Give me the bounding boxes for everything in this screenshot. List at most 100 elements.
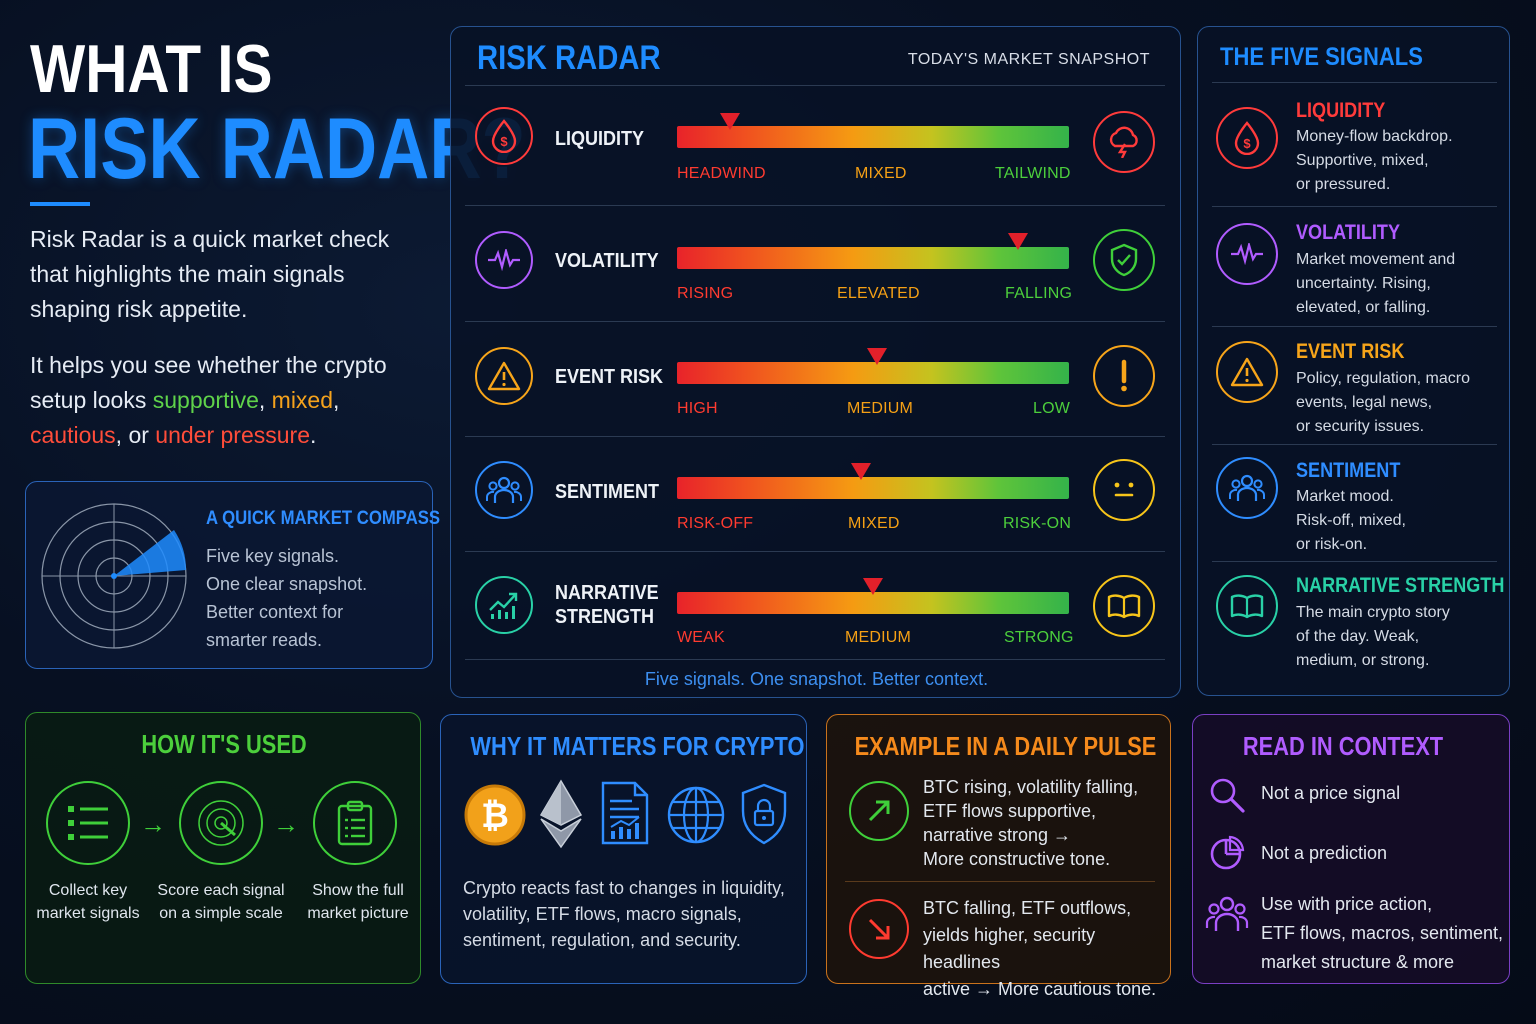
magnifier-icon (1210, 778, 1245, 813)
radar-target-icon (179, 781, 263, 865)
how-its-used-card: HOW IT'S USED → → Collect key market sig… (25, 712, 421, 984)
how-used-title: HOW IT'S USED (141, 729, 307, 759)
liquidity-marker (719, 113, 740, 130)
signal-desc-liquidity: Money-flow backdrop. Supportive, mixed, … (1296, 128, 1453, 193)
people-icon (1216, 457, 1278, 519)
shield-check-icon (1093, 229, 1155, 291)
row-label-narrative-strength: NARRATIVE STRENGTH (555, 582, 659, 628)
divider (845, 881, 1155, 882)
divider (465, 205, 1165, 206)
context-item-use-with: Use with price action, ETF flows, macros… (1261, 894, 1504, 972)
page-title-line1: WHAT IS (30, 31, 273, 107)
people-icon (1205, 896, 1249, 931)
sentiment-marker (851, 463, 872, 480)
radar-subtitle: TODAY'S MARKET SNAPSHOT (907, 51, 1150, 68)
arrow-right-icon: → (140, 809, 166, 839)
event-risk-gauge-bar (677, 362, 1069, 384)
divider (1212, 82, 1497, 83)
page-title-line2: RISK RADAR? (28, 101, 526, 197)
pulse-bearish-example: BTC falling, ETF outflows, yields higher… (923, 898, 1157, 999)
context-item-not-price-signal: Not a price signal (1261, 783, 1401, 803)
signal-name-sentiment: SENTIMENT (1296, 459, 1401, 482)
risk-radar-panel: RISK RADAR TODAY'S MARKET SNAPSHOT $ LIQ… (450, 26, 1181, 698)
why-it-matters-card: WHY IT MATTERS FOR CRYPTO ₿ Crypto react… (440, 714, 807, 984)
liquidity-right-label: TAILWIND (995, 165, 1071, 182)
quick-market-compass-card: A QUICK MARKET COMPASS Five key signals.… (25, 481, 440, 669)
pie-chart-icon (1210, 835, 1245, 870)
narrative-left-label: WEAK (677, 629, 725, 646)
event-risk-right-label: LOW (1033, 400, 1071, 417)
word-supportive: supportive (152, 387, 259, 413)
warning-triangle-icon (1216, 341, 1278, 403)
open-book-icon (1216, 575, 1278, 637)
volatility-left-label: RISING (677, 285, 734, 302)
row-label-volatility: VOLATILITY (555, 250, 659, 272)
row-label-event-risk: EVENT RISK (555, 366, 664, 388)
why-description: Crypto reacts fast to changes in liquidi… (463, 878, 785, 950)
word-mixed: mixed (271, 387, 334, 413)
neutral-face-icon (1093, 459, 1155, 521)
read-in-context-card: READ IN CONTEXT Not a price signal Not a… (1192, 714, 1510, 984)
svg-text:₿: ₿ (481, 796, 509, 836)
step-label-show: Show the full market picture (307, 882, 409, 922)
radar-sweep-icon (41, 503, 187, 649)
step-label-collect: Collect key market signals (36, 882, 140, 922)
globe-icon (667, 786, 725, 844)
signal-desc-event-risk: Policy, regulation, macro events, legal … (1296, 370, 1470, 435)
signal-desc-narrative-strength: The main crypto story of the day. Weak, … (1296, 604, 1450, 669)
divider (465, 551, 1165, 552)
word-under-pressure: under pressure (155, 422, 310, 448)
five-signals-panel: THE FIVE SIGNALS $ LIQUIDITY Money-flow … (1197, 26, 1510, 696)
signal-name-liquidity: LIQUIDITY (1296, 99, 1386, 122)
divider (465, 436, 1165, 437)
sentiment-gauge-bar (677, 477, 1069, 499)
dollar-drop-icon: $ (1216, 107, 1278, 169)
narrative-right-label: STRONG (1004, 629, 1074, 646)
volatility-right-label: FALLING (1005, 285, 1073, 302)
bitcoin-icon: ₿ (464, 784, 526, 846)
report-document-icon (601, 781, 649, 845)
volatility-gauge-bar (677, 247, 1069, 269)
signal-desc-volatility: Market movement and uncertainty. Rising,… (1296, 251, 1456, 316)
sentiment-right-label: RISK-ON (1003, 515, 1072, 532)
row-label-sentiment: SENTIMENT (555, 481, 660, 503)
radar-footer: Five signals. One snapshot. Better conte… (644, 669, 989, 689)
volatility-mid-label: ELEVATED (837, 285, 920, 302)
row-label-liquidity: LIQUIDITY (555, 128, 645, 150)
divider (1212, 561, 1497, 562)
event-risk-marker (866, 348, 887, 365)
narrative-marker (863, 578, 883, 595)
context-title: READ IN CONTEXT (1242, 731, 1444, 761)
five-signals-title: THE FIVE SIGNALS (1220, 43, 1423, 71)
event-risk-left-label: HIGH (677, 400, 718, 417)
open-book-icon (1093, 575, 1155, 637)
radar-title: RISK RADAR (477, 39, 661, 77)
divider (465, 85, 1165, 86)
people-icon (475, 461, 533, 519)
title-underline (30, 202, 90, 206)
event-risk-mid-label: MEDIUM (847, 400, 914, 417)
svg-text:$: $ (500, 134, 508, 149)
pulse-bullish-example: BTC rising, volatility falling, ETF flow… (923, 777, 1139, 869)
step-label-score: Score each signal on a simple scale (157, 882, 285, 922)
dollar-drop-icon: $ (475, 107, 533, 165)
volatility-marker (1008, 233, 1029, 250)
arrow-right-icon: → (273, 809, 299, 839)
checklist-icon (46, 781, 130, 865)
why-title: WHY IT MATTERS FOR CRYPTO (470, 731, 805, 761)
pulse-wave-icon (475, 231, 533, 289)
pulse-wave-icon (1216, 223, 1278, 285)
trend-up-icon (849, 781, 909, 841)
pulse-title: EXAMPLE IN A DAILY PULSE (854, 731, 1157, 761)
signal-name-narrative-strength: NARRATIVE STRENGTH (1296, 574, 1505, 597)
intro-paragraph-1: Risk Radar is a quick market check that … (30, 226, 390, 322)
trend-down-icon (849, 899, 909, 959)
divider (1212, 326, 1497, 327)
narrative-gauge-bar (677, 592, 1069, 614)
signal-desc-sentiment: Market mood. Risk-off, mixed, or risk-on… (1296, 488, 1406, 553)
warning-triangle-icon (475, 347, 533, 405)
narrative-mid-label: MEDIUM (845, 629, 912, 646)
liquidity-mid-label: MIXED (855, 165, 907, 182)
ethereum-icon (539, 779, 583, 849)
growth-chart-icon (475, 576, 533, 634)
